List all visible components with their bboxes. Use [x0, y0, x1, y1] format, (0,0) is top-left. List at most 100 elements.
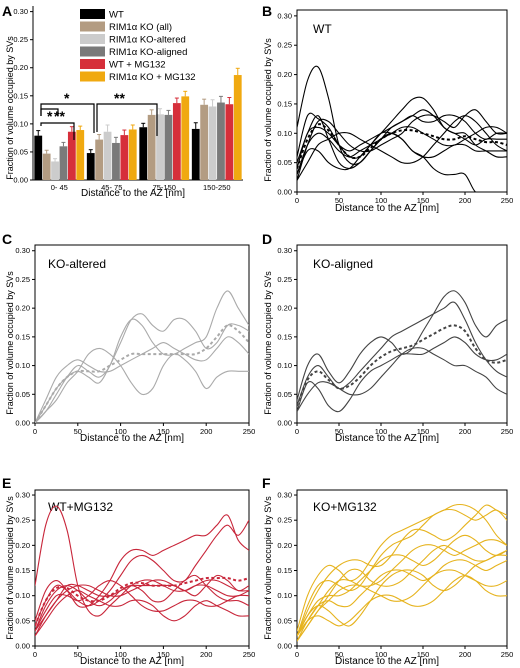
panel-f-plot: 0.00 0.05 0.10 0.15 0.20 0.25 0.30 0 50 100 150 200… — [277, 489, 514, 659]
panel-f-xtick-label: 250 — [501, 650, 514, 659]
panel-d-xtick-label: 250 — [501, 427, 514, 436]
panel-d-xtick-label: 200 — [459, 427, 472, 436]
panel-e-trace — [35, 514, 249, 621]
panel-a-bar — [34, 135, 43, 180]
panel-a-legend-swatch — [80, 59, 105, 69]
panel-a-bar — [156, 114, 164, 180]
panel-a-legend-swatch — [80, 71, 105, 82]
panel-d-title: KO-aligned — [313, 257, 373, 271]
panel-d-xtick-label: 100 — [375, 427, 388, 436]
sig-mark-4: ** — [114, 90, 125, 106]
panel-c-mean-line — [35, 324, 249, 423]
panel-a-bar — [95, 139, 104, 180]
panel-e-title: WT+MG132 — [48, 500, 113, 514]
panel-c-trace — [35, 290, 249, 423]
panel-f-ytick-label: 0.15 — [277, 566, 292, 575]
panel-f-series-group — [297, 503, 507, 642]
panel-d-trace — [297, 290, 507, 401]
panel-c-ytick-label: 0.25 — [15, 275, 30, 284]
panel-c-trace — [35, 313, 249, 423]
panel-a-legend-swatch — [80, 21, 105, 32]
panel-d-xtick-label: 50 — [335, 427, 343, 436]
panel-a-bars — [34, 67, 242, 180]
panel-b-xtick-label: 150 — [417, 196, 430, 205]
panel-e-xtick-label: 100 — [114, 650, 127, 659]
panel-d-ytick-label: 0.20 — [277, 304, 292, 313]
panel-a-ytick-label: 0.10 — [13, 119, 28, 128]
panel-c-xtick-label: 50 — [74, 427, 82, 436]
panel-b-series-group — [297, 65, 507, 192]
panel-c: C Fraction of volume occupied by SVs Dis… — [2, 231, 255, 444]
panel-a-legend-label: RIM1α KO (all) — [109, 22, 172, 33]
panel-c-trace — [35, 336, 249, 423]
panel-a-legend-label: WT + MG132 — [109, 60, 166, 71]
panel-f-frame — [296, 489, 508, 647]
panel-b-trace — [297, 109, 507, 169]
panel-a-ytick-label: 0.30 — [13, 7, 28, 16]
panel-d-label: D — [262, 231, 272, 247]
panel-c-ytick-label: 0.05 — [15, 390, 30, 399]
panel-f-trace — [297, 539, 507, 637]
panel-f-xtick-label: 100 — [375, 650, 388, 659]
panel-b-trace — [297, 115, 507, 181]
panel-a-bar — [59, 146, 68, 180]
panel-d-trace — [297, 301, 507, 406]
panel-f-ylabel: Fraction of volume occupied by SVs — [263, 496, 273, 640]
panel-f-xtick-label: 150 — [417, 650, 430, 659]
panel-d: D Fraction of volume occupied by SVs Dis… — [262, 231, 513, 444]
panel-c-ytick-label: 0.15 — [15, 332, 30, 341]
panel-a-bar — [120, 135, 129, 180]
panel-b: B Fraction of volume occupied by SVs Dis… — [262, 3, 513, 214]
panel-a-legend-swatch — [80, 34, 105, 44]
panel-e-xtick-label: 150 — [157, 650, 170, 659]
panel-c-ytick-label: 0.20 — [15, 304, 30, 313]
panel-f-xtick-label: 50 — [335, 650, 343, 659]
panel-a: A Fraction of volume occupied by SVs Dis… — [2, 3, 243, 199]
panel-a-bar — [42, 153, 51, 180]
panel-a-ylabel: Fraction of volume occupied by SVs — [5, 36, 15, 180]
panel-a-bar — [172, 103, 181, 180]
panel-d-ytick-label: 0.25 — [277, 275, 292, 284]
panel-b-trace — [297, 114, 507, 170]
panel-e-ytick-label: 0.25 — [15, 516, 30, 525]
panel-a-legend-label: RIM1α KO-aligned — [109, 47, 187, 58]
panel-a-bar — [233, 75, 242, 180]
panel-c-label: C — [2, 231, 12, 247]
panel-b-xtick-label: 200 — [459, 196, 472, 205]
panel-a-bar — [76, 130, 85, 180]
panel-c-trace — [35, 347, 249, 423]
panel-a-bar — [208, 106, 217, 180]
panel-e-series-group — [35, 505, 249, 637]
panel-a-bar — [200, 104, 209, 180]
panel-a-bar — [51, 161, 59, 180]
panel-a-bar — [164, 114, 173, 180]
panel-a-category-label: 0- 45 — [51, 183, 68, 192]
panel-d-xlabel: Distance to the AZ [nm] — [335, 433, 439, 444]
panel-f-trace — [297, 534, 507, 637]
panel-a-label: A — [2, 3, 12, 19]
panel-b-ytick-label: 0.15 — [277, 99, 292, 108]
panel-e-trace — [35, 574, 249, 632]
panel-b-trace — [297, 96, 507, 159]
panel-b-ytick-label: 0.00 — [277, 188, 292, 197]
panel-e-label: E — [2, 475, 11, 491]
panel-e-xtick-label: 50 — [74, 650, 82, 659]
panel-e-trace — [35, 505, 249, 617]
panel-c-series-group — [35, 290, 249, 423]
panel-a-ytick-label: 0.15 — [13, 91, 28, 100]
panel-a-bar — [128, 129, 137, 180]
panel-e-xtick-label: 0 — [33, 650, 37, 659]
panel-e-mean-line — [35, 576, 249, 627]
panel-f-trace — [297, 574, 507, 637]
panel-c-ylabel: Fraction of volume occupied by SVs — [5, 271, 15, 415]
panel-f-ytick-label: 0.30 — [277, 491, 292, 500]
panel-a-bar — [217, 102, 225, 180]
panel-d-trace — [297, 336, 507, 413]
panel-f-trace — [297, 504, 507, 637]
panel-d-ytick-label: 0.30 — [277, 246, 292, 255]
panel-c-xtick-label: 200 — [200, 427, 213, 436]
panel-b-xtick-label: 250 — [501, 196, 514, 205]
panel-b-xtick-label: 0 — [295, 196, 299, 205]
panel-c-xtick-label: 100 — [114, 427, 127, 436]
